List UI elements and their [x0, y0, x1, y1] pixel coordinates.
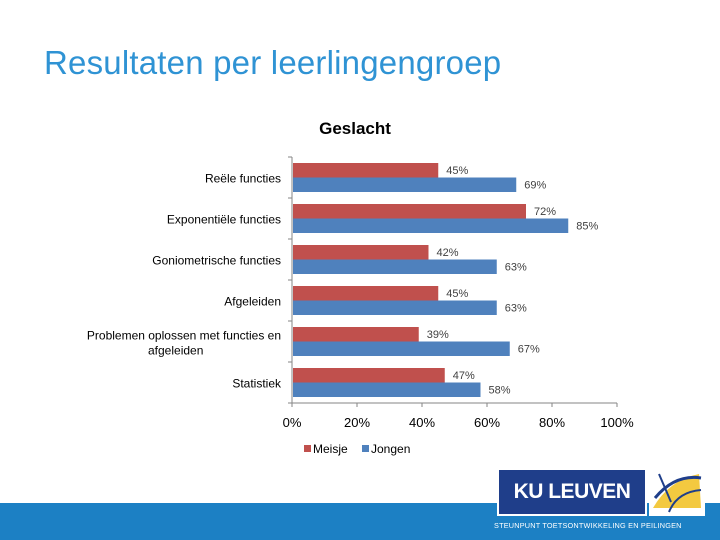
- legend-swatch-meisje: [304, 445, 311, 452]
- ku-leuven-logo[interactable]: KU LEUVEN: [497, 468, 647, 516]
- x-tick-label: 20%: [344, 415, 370, 430]
- x-tick-label: 40%: [409, 415, 435, 430]
- bar-value-label: 58%: [489, 385, 511, 397]
- bar-jongen: [293, 177, 517, 192]
- bar-meisje: [293, 368, 445, 383]
- bar-meisje: [293, 327, 419, 342]
- bar-value-label: 72%: [534, 206, 556, 218]
- logo-emblem-icon: [649, 468, 705, 516]
- bar-value-label: 45%: [446, 165, 468, 177]
- bar-meisje: [293, 163, 439, 178]
- footer-text: STEUNPUNT TOETSONTWIKKELING EN PEILINGEN: [494, 521, 682, 530]
- bar-jongen: [293, 259, 497, 274]
- bar-jongen: [293, 218, 569, 233]
- bar-value-label: 39%: [427, 329, 449, 341]
- legend: Meisje Jongen: [304, 442, 410, 456]
- axis-ticks: [288, 156, 618, 407]
- logo-text: KU LEUVEN: [513, 480, 631, 503]
- x-tick-label: 80%: [539, 415, 565, 430]
- bar-meisje: [293, 286, 439, 301]
- category-label: Exponentiële functies: [167, 213, 281, 227]
- x-tick-label: 60%: [474, 415, 500, 430]
- category-label: Goniometrische functies: [152, 254, 281, 268]
- x-tick-label: 100%: [600, 415, 634, 430]
- legend-label: Jongen: [371, 442, 410, 456]
- category-label: afgeleiden: [148, 344, 203, 358]
- category-label: Problemen oplossen met functies en: [87, 329, 281, 343]
- bar-value-labels: 45% 72% 42% 45% 39% 47% 69% 85% 63% 63% 67% 58%: [427, 165, 599, 397]
- bar-value-label: 85%: [576, 221, 598, 233]
- bar-value-label: 42%: [437, 247, 459, 259]
- bar-jongen: [293, 341, 510, 356]
- bar-jongen: [293, 382, 481, 397]
- bar-value-label: 63%: [505, 303, 527, 315]
- x-tick-labels: 0% 20% 40% 60% 80% 100%: [283, 415, 634, 430]
- category-label: Afgeleiden: [224, 295, 281, 309]
- category-label: Reële functies: [205, 172, 281, 186]
- x-tick-label: 0%: [283, 415, 302, 430]
- bar-meisje: [293, 245, 429, 260]
- legend-swatch-jongen: [362, 445, 369, 452]
- category-labels: Reële functies Exponentiële functies Gonio…: [87, 172, 282, 391]
- bar-value-label: 63%: [505, 262, 527, 274]
- category-label: Statistiek: [232, 377, 282, 391]
- bar-meisje: [293, 204, 526, 219]
- chart-title: Geslacht: [319, 119, 391, 138]
- bar-value-label: 67%: [518, 344, 540, 356]
- bar-jongen: [293, 300, 497, 315]
- bar-value-label: 47%: [453, 370, 475, 382]
- bar-value-label: 69%: [524, 180, 546, 192]
- legend-label: Meisje: [313, 442, 348, 456]
- bar-chart: Geslacht Reële functies Exponentiële func…: [87, 119, 634, 456]
- bars: [293, 163, 569, 397]
- bar-value-label: 45%: [446, 288, 468, 300]
- page-title: Resultaten per leerlingengroep: [44, 44, 502, 81]
